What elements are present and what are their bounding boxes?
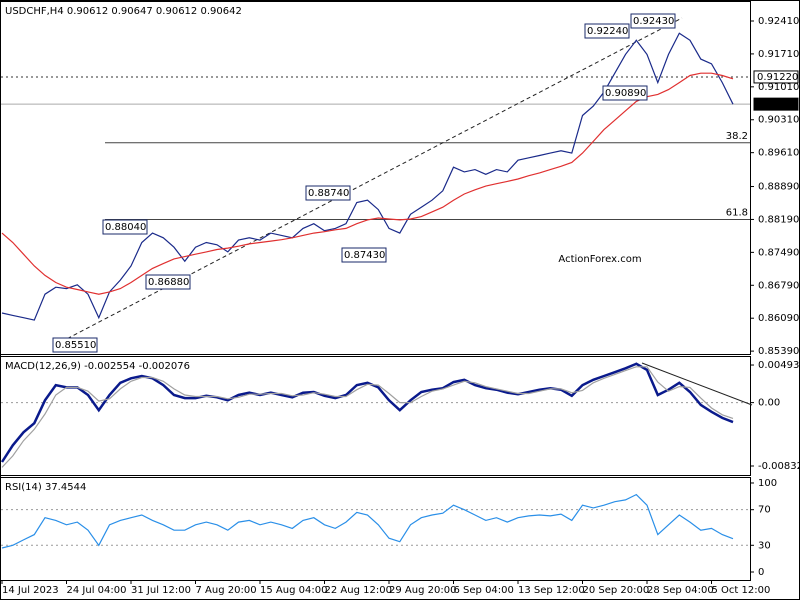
x-tick-label: 14 Jul 2023 <box>2 585 59 596</box>
trend-line <box>54 17 683 346</box>
annotation-box <box>52 337 98 353</box>
series-line <box>1 32 734 321</box>
annotation: 0.92430 <box>633 16 674 27</box>
annotation: 0.86880 <box>148 277 189 288</box>
annotation-box <box>145 274 191 290</box>
price-marker-label: 0.91220 <box>757 72 798 83</box>
panel <box>0 356 751 476</box>
annotation: 0.87430 <box>344 250 385 261</box>
y-tick-label: -0.008322 <box>758 461 800 472</box>
series-line <box>1 493 734 549</box>
annotation-box <box>102 219 148 235</box>
annotation-box <box>341 247 387 263</box>
panel <box>0 1 751 355</box>
annotation: 0.85510 <box>55 340 96 351</box>
annotation-box <box>630 13 676 29</box>
price-marker-box <box>753 70 799 84</box>
y-tick-label: 0.85390 <box>758 346 799 357</box>
y-tick-label: 0.88890 <box>758 182 799 193</box>
watermark: ActionForex.com <box>558 254 641 265</box>
y-tick-label: 0.91710 <box>758 49 799 60</box>
y-tick-label: 100 <box>758 478 777 489</box>
price-marker-box <box>753 97 799 111</box>
y-tick-label: 0.86090 <box>758 313 799 324</box>
panel <box>0 477 751 581</box>
x-tick-label: 24 Jul 04:00 <box>67 585 127 596</box>
price-marker-label: 0.90642 <box>757 99 798 110</box>
y-tick-label: 0.89610 <box>758 148 799 159</box>
y-tick-label: 0.90310 <box>758 115 799 126</box>
x-tick-label: 22 Aug 12:00 <box>325 585 392 596</box>
panel-title: MACD(12,26,9) -0.002554 -0.002076 <box>5 361 190 372</box>
x-tick-label: 7 Aug 20:00 <box>196 585 257 596</box>
y-tick-label: 0.92410 <box>758 16 799 27</box>
y-tick-label: 0.88190 <box>758 214 799 225</box>
series-line <box>0 362 734 463</box>
x-tick-label: 29 Aug 20:00 <box>389 585 456 596</box>
y-tick-label: 0.004937 <box>758 360 800 371</box>
x-tick-label: 31 Jul 12:00 <box>131 585 191 596</box>
x-tick-label: 6 Sep 04:00 <box>454 585 514 596</box>
y-tick-label: 0.91010 <box>758 82 799 93</box>
x-tick-label: 20 Sep 20:00 <box>583 585 650 596</box>
x-tick-label: 15 Aug 04:00 <box>260 585 327 596</box>
x-tick-label: 13 Sep 12:00 <box>518 585 585 596</box>
trend-line <box>641 362 753 406</box>
fib-label: 38.2 <box>726 131 748 142</box>
fib-label: 61.8 <box>726 207 748 218</box>
y-tick-label: 0.86790 <box>758 280 799 291</box>
series-line <box>1 72 734 295</box>
y-tick-label: 0.87490 <box>758 247 799 258</box>
x-tick-label: 5 Oct 12:00 <box>712 585 771 596</box>
annotation: 0.90890 <box>605 88 646 99</box>
annotation-box <box>584 23 630 39</box>
annotation-box <box>305 185 351 201</box>
panel-title: RSI(14) 37.4544 <box>5 482 86 493</box>
x-tick-label: 28 Sep 04:00 <box>647 585 714 596</box>
series-line <box>1 366 734 468</box>
y-tick-label: 0 <box>758 567 764 578</box>
annotation: 0.88040 <box>105 222 146 233</box>
y-tick-label: 30 <box>758 540 771 551</box>
y-tick-label: 70 <box>758 505 771 516</box>
panel-title: USDCHF,H4 0.90612 0.90647 0.90612 0.9064… <box>5 6 242 17</box>
annotation: 0.88740 <box>308 188 349 199</box>
annotation: 0.92240 <box>587 26 628 37</box>
y-tick-label: 0.00 <box>758 398 780 409</box>
annotation-box <box>602 85 648 101</box>
